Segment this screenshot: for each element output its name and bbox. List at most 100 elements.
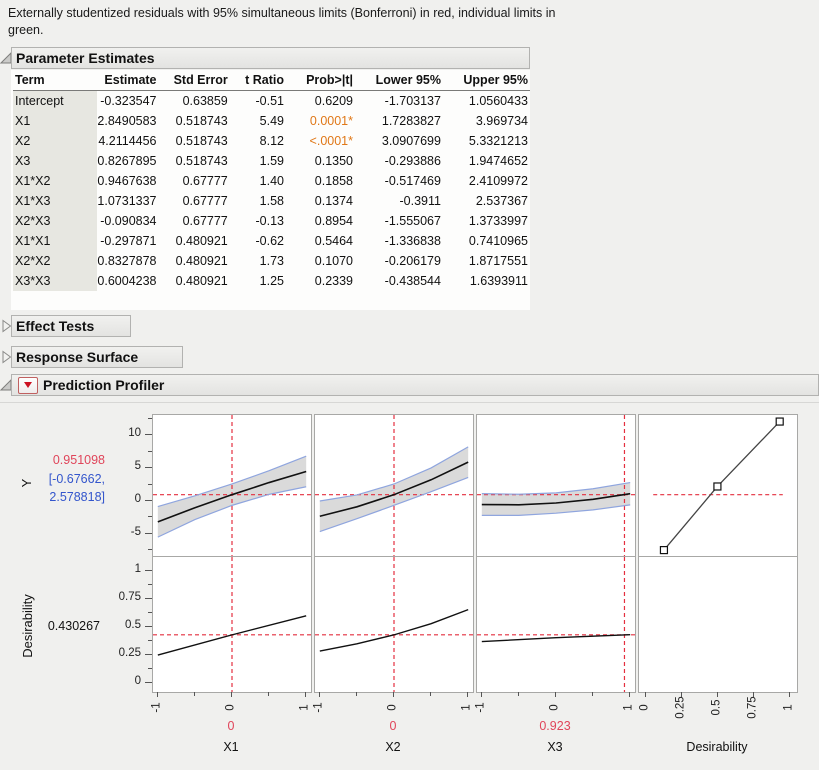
profiler-panel-x1-desirability[interactable]	[152, 556, 312, 693]
table-row: X2*X2 0.8327878 0.480921 1.73 0.1070 -0.20617…	[13, 251, 530, 271]
value-cell: 0.6004238	[97, 274, 157, 288]
value-cell: 0.6209	[314, 94, 353, 108]
value-cell: 0.1858	[314, 174, 353, 188]
y-axis-minor-tick	[148, 549, 152, 551]
value-cell: 0.1070	[314, 254, 353, 268]
factor-name-label: X3	[547, 740, 563, 754]
value-cell: -0.62	[255, 234, 285, 248]
y-axis-tick	[145, 654, 152, 655]
y-axis-minor-tick	[148, 668, 152, 669]
x-tick-label: 0	[386, 704, 399, 711]
term-cell: X3*X3	[13, 271, 98, 291]
term-cell: X2*X3	[13, 211, 98, 231]
profiler-panel-x2-desirability[interactable]	[314, 556, 474, 693]
y-tick-label: 0	[134, 675, 141, 687]
value-cell: -1.555067	[384, 214, 441, 228]
column-header: t Ratio	[229, 70, 286, 91]
section-header-effect-tests[interactable]: Effect Tests	[11, 315, 131, 337]
x-axis-tick	[644, 692, 646, 697]
x-axis-minor-tick	[592, 692, 594, 696]
y-tick-label: 5	[134, 460, 141, 473]
profiler-panel-x3-desirability[interactable]	[476, 556, 636, 693]
factor-name-label: X1	[223, 740, 239, 754]
y-ci-lower: [-0.67662,	[48, 471, 105, 486]
section-header-response-surface[interactable]: Response Surface	[11, 346, 183, 368]
value-cell: -0.517469	[384, 174, 441, 188]
desirability-value: 0.430267	[47, 619, 100, 633]
value-cell: 0.63859	[182, 94, 228, 108]
x-axis-minor-tick	[193, 692, 195, 696]
profiler-panel-x1-y[interactable]	[152, 414, 312, 557]
table-row: Intercept -0.323547 0.63859 -0.51 0.6209 -1.7…	[13, 90, 530, 111]
x-axis-tick	[318, 692, 320, 697]
residuals-description: Externally studentized residuals with 95…	[8, 5, 555, 39]
profiler-panel-x2-y[interactable]	[314, 414, 474, 557]
y-tick-label: 0.5	[125, 619, 141, 631]
x-axis-tick	[789, 692, 791, 697]
x-tick-label: 0	[548, 704, 561, 711]
value-cell: 0.8327878	[97, 254, 157, 268]
table-header-row: Term Estimate Std Error t Ratio Prob>|t| Lowe…	[13, 70, 530, 91]
table-row: X1 2.8490583 0.518743 5.49 0.0001* 1.7283827 3…	[13, 111, 530, 131]
value-cell: -1.336838	[384, 234, 441, 248]
column-header: Std Error	[158, 70, 230, 91]
value-cell: -1.703137	[384, 94, 441, 108]
value-cell: -0.297871	[100, 234, 157, 248]
table-row: X1*X2 0.9467638 0.67777 1.40 0.1858 -0.517469…	[13, 171, 530, 191]
profiler-panel-x3-y[interactable]	[476, 414, 636, 557]
x-axis-tick	[753, 692, 754, 697]
x-axis-minor-tick	[517, 692, 519, 696]
y-axis-minor-tick	[148, 516, 152, 518]
value-cell: 1.25	[259, 274, 284, 288]
y-tick-label: 1	[134, 563, 141, 575]
y-axis-tick	[145, 434, 152, 436]
x-tick-label: -1	[150, 702, 163, 713]
value-cell: 0.480921	[175, 234, 228, 248]
section-title: Effect Tests	[16, 318, 95, 334]
x-tick-label: -1	[312, 702, 325, 713]
value-cell: 1.40	[259, 174, 284, 188]
value-cell: 1.58	[259, 194, 284, 208]
y-axis-minor-tick	[148, 584, 152, 585]
y-axis-minor-tick	[148, 483, 152, 485]
table-row: X1*X1 -0.297871 0.480921 -0.62 0.5464 -1.3368…	[13, 231, 530, 251]
term-cell: X3	[13, 151, 98, 171]
red-triangle-icon	[24, 382, 32, 388]
y-ci-upper: 2.578818]	[49, 490, 105, 504]
x-tick-label: 0	[638, 704, 651, 711]
value-cell: 0.518743	[175, 134, 228, 148]
factor-current-value[interactable]: 0.923	[539, 719, 571, 733]
factor-current-value[interactable]: 0	[389, 719, 397, 733]
factor-current-value[interactable]: 0	[227, 719, 235, 733]
profiler-panel-desirability-desirability[interactable]	[638, 556, 798, 693]
x-tick-label: 0.5	[710, 699, 723, 716]
profiler-top-divider	[0, 402, 819, 403]
value-cell: 0.480921	[175, 274, 228, 288]
profiler-panel-desirability-y[interactable]	[638, 414, 798, 557]
value-cell: -0.323547	[100, 94, 157, 108]
term-cell: X1*X3	[13, 191, 98, 211]
y-axis-tick	[145, 467, 152, 469]
column-header: Prob>|t|	[286, 70, 355, 91]
factor-name-label: X2	[385, 740, 401, 754]
value-cell: 2.4109972	[468, 174, 528, 188]
x-tick-label: 1	[622, 704, 635, 711]
y-axis-tick	[145, 570, 152, 571]
value-cell: <.0001*	[309, 134, 353, 148]
section-header-prediction-profiler[interactable]: Prediction Profiler	[11, 374, 819, 396]
value-cell: 3.969734	[475, 114, 528, 128]
disclosure-closed-icon[interactable]	[0, 350, 13, 364]
value-cell: 1.9474652	[468, 154, 528, 168]
section-header-parameter-estimates[interactable]: Parameter Estimates	[11, 47, 530, 69]
x-axis-tick	[480, 692, 482, 697]
term-cell: X2	[13, 131, 98, 151]
value-cell: 4.2114456	[98, 134, 157, 148]
x-axis-tick	[305, 692, 307, 697]
term-cell: X2*X2	[13, 251, 98, 271]
disclosure-closed-icon[interactable]	[0, 319, 13, 333]
x-axis-tick	[393, 692, 394, 697]
x-tick-label: 0.25	[674, 696, 687, 719]
red-triangle-menu-button[interactable]	[18, 376, 38, 394]
value-cell: 2.537367	[475, 194, 528, 208]
